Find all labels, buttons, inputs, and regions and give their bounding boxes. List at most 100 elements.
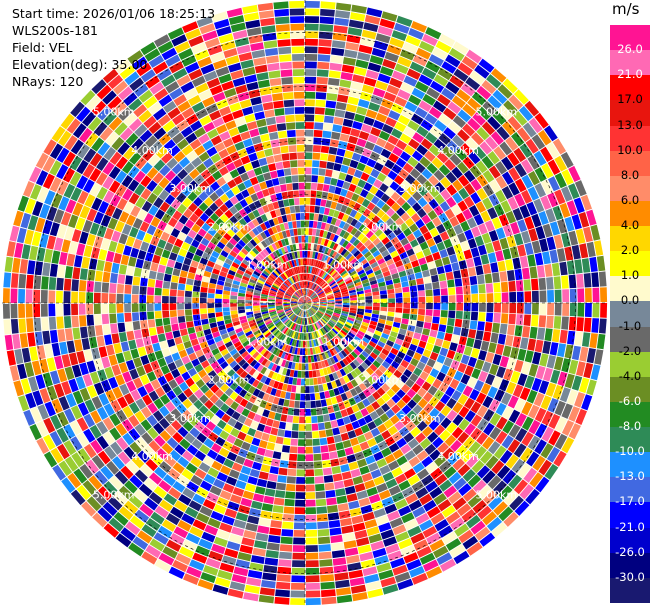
colorbar-tick-label: -6.0 <box>618 393 642 408</box>
range-gate-cell <box>554 400 566 416</box>
range-gate-cell <box>358 214 367 224</box>
range-gate-cell <box>190 456 202 468</box>
range-gate-cell <box>367 588 384 599</box>
range-gate-cell <box>268 304 275 307</box>
range-gate-cell <box>535 423 548 439</box>
range-gate-cell <box>308 309 313 316</box>
range-gate-cell <box>76 106 91 122</box>
range-gate-cell <box>9 365 20 382</box>
range-gate-cell <box>185 532 201 545</box>
range-gate-cell <box>311 316 315 323</box>
range-gate-cell <box>262 312 269 317</box>
range-gate-cell <box>336 362 343 370</box>
range-gate-cell <box>298 302 305 303</box>
range-gate-cell <box>207 303 215 309</box>
range-gate-cell <box>478 223 488 235</box>
range-gate-cell <box>471 460 485 474</box>
range-gate-cell <box>254 111 265 121</box>
range-gate-cell <box>128 414 140 428</box>
range-gate-cell <box>307 325 310 333</box>
range-gate-cell <box>295 340 300 347</box>
range-gate-cell <box>276 294 284 298</box>
range-gate-cell <box>236 330 245 337</box>
range-gate-cell <box>275 436 284 445</box>
range-gate-cell <box>498 506 514 522</box>
range-gate-cell <box>509 291 517 303</box>
range-gate-cell <box>269 527 282 536</box>
range-gate-cell <box>169 252 178 261</box>
range-gate-cell <box>379 310 387 316</box>
range-gate-cell <box>49 160 62 176</box>
range-gate-cell <box>169 296 177 303</box>
range-gate-cell <box>363 77 377 87</box>
range-gate-cell <box>134 423 147 436</box>
range-gate-cell <box>277 332 283 339</box>
range-gate-cell <box>207 308 215 314</box>
range-gate-cell <box>369 411 379 421</box>
range-gate-cell <box>243 244 252 253</box>
range-gate-cell <box>426 532 441 545</box>
range-gate-cell <box>477 321 485 331</box>
range-gate-cell <box>56 164 69 180</box>
range-gate-cell <box>305 175 312 182</box>
range-gate-cell <box>286 310 293 315</box>
range-gate-cell <box>534 183 546 198</box>
range-gate-cell <box>306 325 309 333</box>
range-gate-cell <box>390 414 400 425</box>
range-gate-cell <box>252 247 260 255</box>
range-gate-cell <box>285 114 295 123</box>
range-gate-cell <box>312 370 317 378</box>
range-gate-cell <box>486 303 494 313</box>
range-gate-cell <box>322 284 329 290</box>
range-gate-cell <box>236 269 245 276</box>
range-gate-cell <box>229 391 239 401</box>
range-gate-cell <box>269 312 277 317</box>
range-gate-cell <box>254 64 268 74</box>
range-gate-cell <box>262 141 272 150</box>
range-gate-cell <box>381 430 392 440</box>
range-gate-cell <box>337 333 344 340</box>
range-gate-cell <box>529 266 538 279</box>
range-gate-cell <box>322 215 328 223</box>
range-gate-cell <box>260 348 267 356</box>
start-time-text: Start time: 2026/01/06 18:25:13 <box>12 6 216 21</box>
range-gate-cell <box>320 199 327 207</box>
range-gate-cell <box>428 187 440 198</box>
range-gate-cell <box>184 361 194 371</box>
range-gate-cell <box>345 423 354 432</box>
range-gate-cell <box>185 462 198 474</box>
range-gate-cell <box>70 101 85 118</box>
range-gate-cell <box>349 292 357 296</box>
range-gate-cell <box>159 394 171 405</box>
range-gate-cell <box>225 277 233 284</box>
range-gate-cell <box>294 316 299 323</box>
range-gate-cell <box>48 290 56 303</box>
range-gate-cell <box>298 355 303 363</box>
range-gate-cell <box>103 523 120 538</box>
range-gate-cell <box>275 16 290 25</box>
range-gate-cell <box>420 138 433 150</box>
range-gate-cell <box>464 183 476 196</box>
range-gate-cell <box>342 181 351 190</box>
range-gate-cell <box>253 297 260 301</box>
range-gate-cell <box>238 347 247 355</box>
range-gate-cell <box>322 467 333 476</box>
range-gate-cell <box>245 401 254 411</box>
range-gate-cell <box>289 0 305 8</box>
range-gate-cell <box>90 410 102 424</box>
range-gate-cell <box>77 190 89 205</box>
range-gate-cell <box>442 447 455 460</box>
range-gate-cell <box>355 316 363 322</box>
range-gate-cell <box>434 473 448 486</box>
range-gate-cell <box>391 164 402 174</box>
range-gate-cell <box>316 322 321 329</box>
range-gate-cell <box>305 266 307 273</box>
range-gate-cell <box>248 385 256 395</box>
range-gate-cell <box>70 139 84 155</box>
range-gate-cell <box>245 522 258 532</box>
range-gate-cell <box>249 322 257 328</box>
range-gate-cell <box>125 359 136 371</box>
range-gate-cell <box>448 47 465 62</box>
range-gate-cell <box>260 300 268 303</box>
range-gate-cell <box>277 358 284 366</box>
